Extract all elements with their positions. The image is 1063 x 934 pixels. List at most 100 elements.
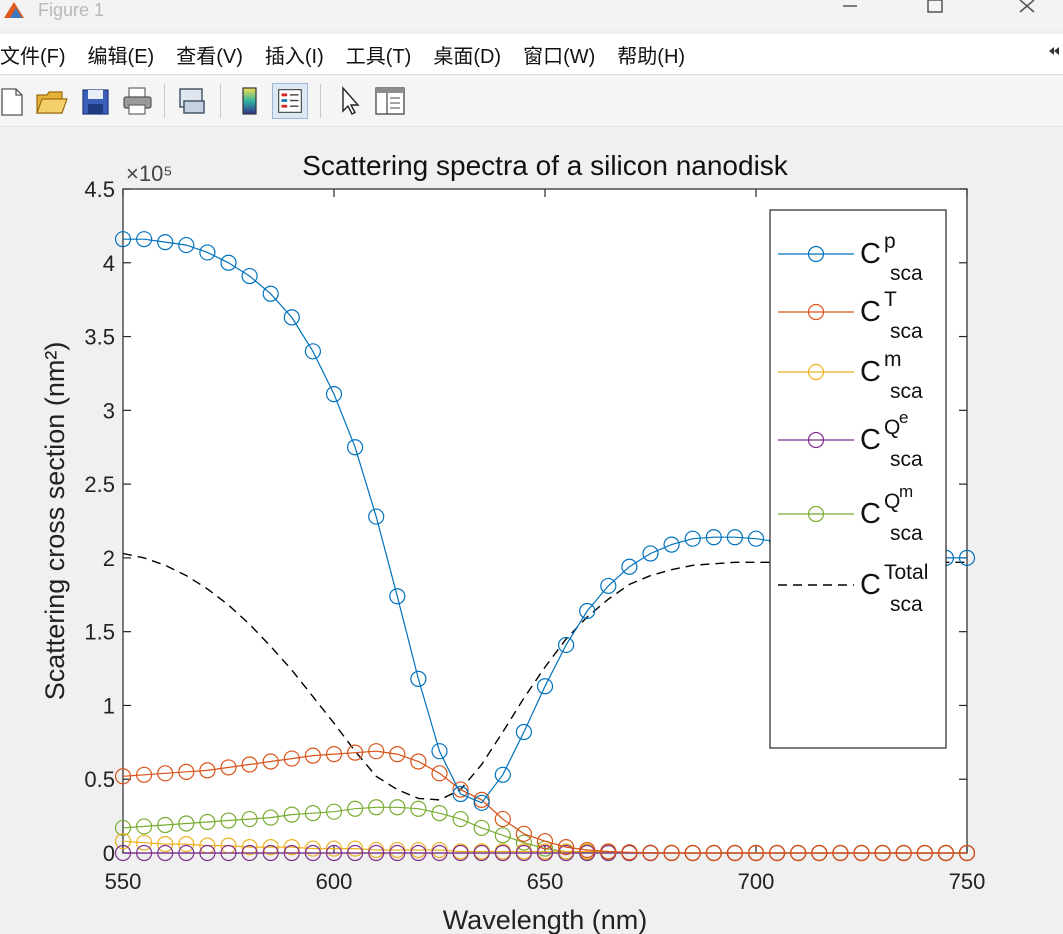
y-axis-label: Scattering cross section (nm²) [40,342,70,701]
data-point [515,825,533,842]
data-point [220,844,237,862]
x-tick-label: 650 [527,869,564,894]
legend-label-sup: Q [884,490,900,513]
edit-plot-icon[interactable] [332,83,368,119]
print-icon[interactable] [120,83,156,119]
data-point [663,844,680,861]
legend-marker [807,363,825,381]
data-point [283,309,300,326]
legend-label-base: C [860,424,881,456]
y-tick-label: 3.5 [84,325,115,350]
legend-entry-6[interactable]: C Total sca [778,561,928,616]
y-tick-label: 0.5 [84,767,115,792]
data-point [136,834,153,851]
menu-file[interactable]: 文件(F) [0,45,66,68]
legend-label-base: C [860,498,881,530]
data-point [916,844,933,862]
x-tick-label: 600 [316,869,353,894]
data-point [726,844,744,862]
data-point [389,844,406,862]
data-point [136,231,153,248]
legend-label-base: C [860,569,881,601]
data-point [600,843,617,860]
data-point [389,746,406,763]
data-point [304,840,321,857]
save-icon[interactable] [78,83,114,119]
menu-tools[interactable]: 工具(T) [345,45,412,68]
legend-label-sup: p [884,230,896,253]
data-point [114,819,132,837]
data-point [853,844,870,862]
menu-view[interactable]: 查看(V) [176,45,243,68]
toolbar-separator [164,84,165,118]
maximize-icon[interactable] [912,0,958,26]
legend-icon[interactable] [272,83,308,119]
data-point [114,231,132,248]
data-point [557,838,575,856]
legend-entry-5[interactable]: C Qm sca [778,482,923,545]
legend-label-supsup: e [899,408,908,427]
legend-label-sup: T [884,288,897,311]
data-point [473,844,490,862]
data-point [304,343,321,360]
legend-label-sub: sca [890,380,923,403]
data-point [684,530,701,547]
scattering-chart[interactable]: 550 600 650 700 750 0 0.5 1 1.5 2 2.5 3 3.5 4 4.5 Scat… [0,127,1063,934]
y-tick-label: 1.5 [84,620,115,645]
x-tick-label: 550 [105,869,142,894]
x-axis-label: Wavelength (nm) [443,905,648,934]
menu-insert[interactable]: 插入(I) [264,45,324,68]
data-point [452,781,469,798]
data-point [452,785,469,803]
menu-edit[interactable]: 编辑(E) [87,45,155,68]
y-tick-label: 4.5 [84,177,115,202]
menu-help[interactable]: 帮助(H) [617,45,686,68]
data-point [304,747,321,764]
colorbar-icon[interactable] [232,83,268,119]
data-point [515,723,533,741]
data-point [199,762,216,779]
data-point [557,844,575,862]
menu-overflow-icon[interactable] [1047,44,1061,58]
legend-marker [807,245,825,263]
data-point [114,833,132,850]
property-inspector-icon[interactable] [372,83,408,119]
data-point [410,800,427,817]
menu-desktop[interactable]: 桌面(D) [433,45,502,68]
data-point [283,750,300,767]
minimize-icon[interactable] [826,0,872,26]
data-point [241,838,258,856]
new-figure-icon[interactable] [0,83,36,119]
data-point [536,833,554,850]
data-point [178,844,195,862]
legend-entry-4[interactable]: C Qe sca [778,408,923,471]
menu-bar: 文件(F) 编辑(E) 查看(V) 插入(I) 工具(T) 桌面(D) 窗口(W… [0,34,1063,75]
data-point [494,844,511,862]
data-point [368,508,385,525]
legend-label-base: C [860,296,881,328]
data-point [790,844,807,862]
data-point [515,834,533,851]
matlab-logo-icon [4,2,24,18]
menu-window[interactable]: 窗口(W) [523,45,596,68]
legend-box [769,209,947,749]
legend-label-sub: sca [890,522,923,545]
data-point [283,806,300,823]
data-point [832,844,849,862]
open-file-icon[interactable] [34,83,70,119]
data-point [157,234,174,251]
data-point [705,529,722,546]
data-point [304,844,321,862]
data-point [747,844,765,862]
data-point [389,588,406,605]
link-plot-icon[interactable] [174,83,210,119]
data-point [431,805,448,822]
data-point [621,844,638,861]
y-tick-label: 4 [103,251,115,276]
series-layer [114,231,976,862]
close-icon[interactable] [1004,0,1050,26]
